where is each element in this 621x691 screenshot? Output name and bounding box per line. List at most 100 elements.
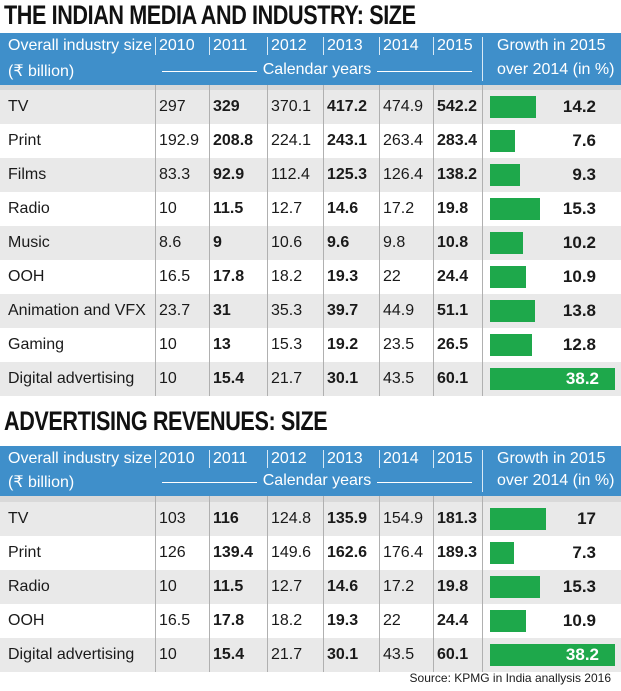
growth-bar <box>490 164 520 186</box>
value-cell: 9 <box>213 234 222 251</box>
table-header: Overall industry size (₹ billion) 2010 2011… <box>0 33 621 85</box>
table-row: OOH 16.5 17.8 18.2 19.3 22 24.4 10.9 <box>0 604 621 638</box>
media-table-title: THE INDIAN MEDIA AND INDUSTRY: SIZE <box>4 0 416 30</box>
table-row: Digital advertising 10 15.4 21.7 30.1 43.5 60.… <box>0 638 621 672</box>
header-divider <box>155 450 156 468</box>
growth-value: 38.2 <box>565 369 599 388</box>
growth-value: 9.3 <box>572 165 596 184</box>
value-cell: 10.8 <box>437 234 469 251</box>
value-cell: 23.5 <box>383 336 415 353</box>
column-rule <box>482 85 483 396</box>
header-divider <box>323 450 324 468</box>
header-divider <box>482 450 483 492</box>
value-cell: 297 <box>159 98 186 115</box>
value-cell: 10.6 <box>271 234 303 251</box>
value-cell: 10 <box>159 646 177 663</box>
table-row: Print 126 139.4 149.6 162.6 176.4 189.3 7.3 <box>0 536 621 570</box>
column-rule <box>209 496 210 672</box>
value-cell: 24.4 <box>437 268 469 285</box>
value-cell: 44.9 <box>383 302 415 319</box>
column-rule <box>379 496 380 672</box>
value-cell: 16.5 <box>159 268 191 285</box>
value-cell: 30.1 <box>327 370 359 387</box>
growth-bar <box>490 576 540 598</box>
value-cell: 43.5 <box>383 646 415 663</box>
header-label-line1: Overall industry size <box>8 450 153 467</box>
row-label: Digital advertising <box>8 370 135 387</box>
growth-bar <box>490 300 535 322</box>
value-cell: 19.2 <box>327 336 359 353</box>
header-divider <box>379 37 380 55</box>
value-cell: 31 <box>213 302 231 319</box>
column-rule <box>267 85 268 396</box>
value-cell: 162.6 <box>327 544 368 561</box>
value-cell: 17.2 <box>383 200 415 217</box>
header-year: 2010 <box>159 450 195 467</box>
value-cell: 181.3 <box>437 510 478 527</box>
growth-value: 15.3 <box>562 199 596 218</box>
value-cell: 12.7 <box>271 578 303 595</box>
value-cell: 15.4 <box>213 646 245 663</box>
table-row: Print 192.9 208.8 224.1 243.1 263.4 283.4 7.6 <box>0 124 621 158</box>
header-divider <box>482 37 483 81</box>
table-row: Gaming 10 13 15.3 19.2 23.5 26.5 12.8 <box>0 328 621 362</box>
value-cell: 124.8 <box>271 510 312 527</box>
value-cell: 15.4 <box>213 370 245 387</box>
value-cell: 417.2 <box>327 98 368 115</box>
column-rule <box>155 85 156 396</box>
value-cell: 51.1 <box>437 302 469 319</box>
header-growth-line2: over 2014 (in %) <box>497 61 615 78</box>
growth-bar <box>490 96 536 118</box>
value-cell: 125.3 <box>327 166 368 183</box>
value-cell: 60.1 <box>437 646 469 663</box>
value-cell: 22 <box>383 612 401 629</box>
value-cell: 17.8 <box>213 268 245 285</box>
value-cell: 15.3 <box>271 336 303 353</box>
growth-bar <box>490 644 615 666</box>
row-label: TV <box>8 98 29 115</box>
growth-bar <box>490 610 526 632</box>
value-cell: 19.3 <box>327 268 359 285</box>
value-cell: 83.3 <box>159 166 191 183</box>
row-label: Films <box>8 166 47 183</box>
growth-value: 17 <box>577 509 596 528</box>
growth-bar <box>490 508 546 530</box>
value-cell: 22 <box>383 268 401 285</box>
value-cell: 243.1 <box>327 132 368 149</box>
value-cell: 112.4 <box>271 166 310 183</box>
header-label-line2: (₹ billion) <box>8 474 75 491</box>
value-cell: 126.4 <box>383 166 424 183</box>
row-label: Digital advertising <box>8 646 135 663</box>
growth-bar <box>490 232 523 254</box>
table-row: Music 8.6 9 10.6 9.6 9.8 10.8 10.2 <box>0 226 621 260</box>
row-label: OOH <box>8 268 45 285</box>
advertising-table-title: ADVERTISING REVENUES: SIZE <box>4 406 328 436</box>
header-year: 2014 <box>383 450 419 467</box>
source-note: Source: KPMG in India anallysis 2016 <box>409 671 611 685</box>
table-row: Radio 10 11.5 12.7 14.6 17.2 19.8 15.3 <box>0 570 621 604</box>
value-cell: 13 <box>213 336 231 353</box>
value-cell: 10 <box>159 578 177 595</box>
value-cell: 18.2 <box>271 612 303 629</box>
growth-value: 10.9 <box>562 267 596 286</box>
header-year: 2012 <box>271 37 307 54</box>
growth-value: 15.3 <box>562 577 596 596</box>
header-year: 2013 <box>327 450 363 467</box>
table-row: OOH 16.5 17.8 18.2 19.3 22 24.4 10.9 <box>0 260 621 294</box>
row-label: Music <box>8 234 50 251</box>
header-divider <box>323 37 324 55</box>
header-divider <box>209 37 210 55</box>
value-cell: 11.5 <box>213 200 244 217</box>
header-year: 2015 <box>437 37 473 54</box>
value-cell: 19.8 <box>437 200 469 217</box>
table-header: Overall industry size (₹ billion) 2010 2011… <box>0 446 621 496</box>
header-growth-line1: Growth in 2015 <box>497 450 606 467</box>
column-rule <box>209 85 210 396</box>
header-year: 2012 <box>271 450 307 467</box>
value-cell: 192.9 <box>159 132 200 149</box>
row-label: Animation and VFX <box>8 302 146 319</box>
growth-bar <box>490 542 514 564</box>
header-underline <box>0 496 621 504</box>
value-cell: 23.7 <box>159 302 191 319</box>
value-cell: 126 <box>159 544 186 561</box>
